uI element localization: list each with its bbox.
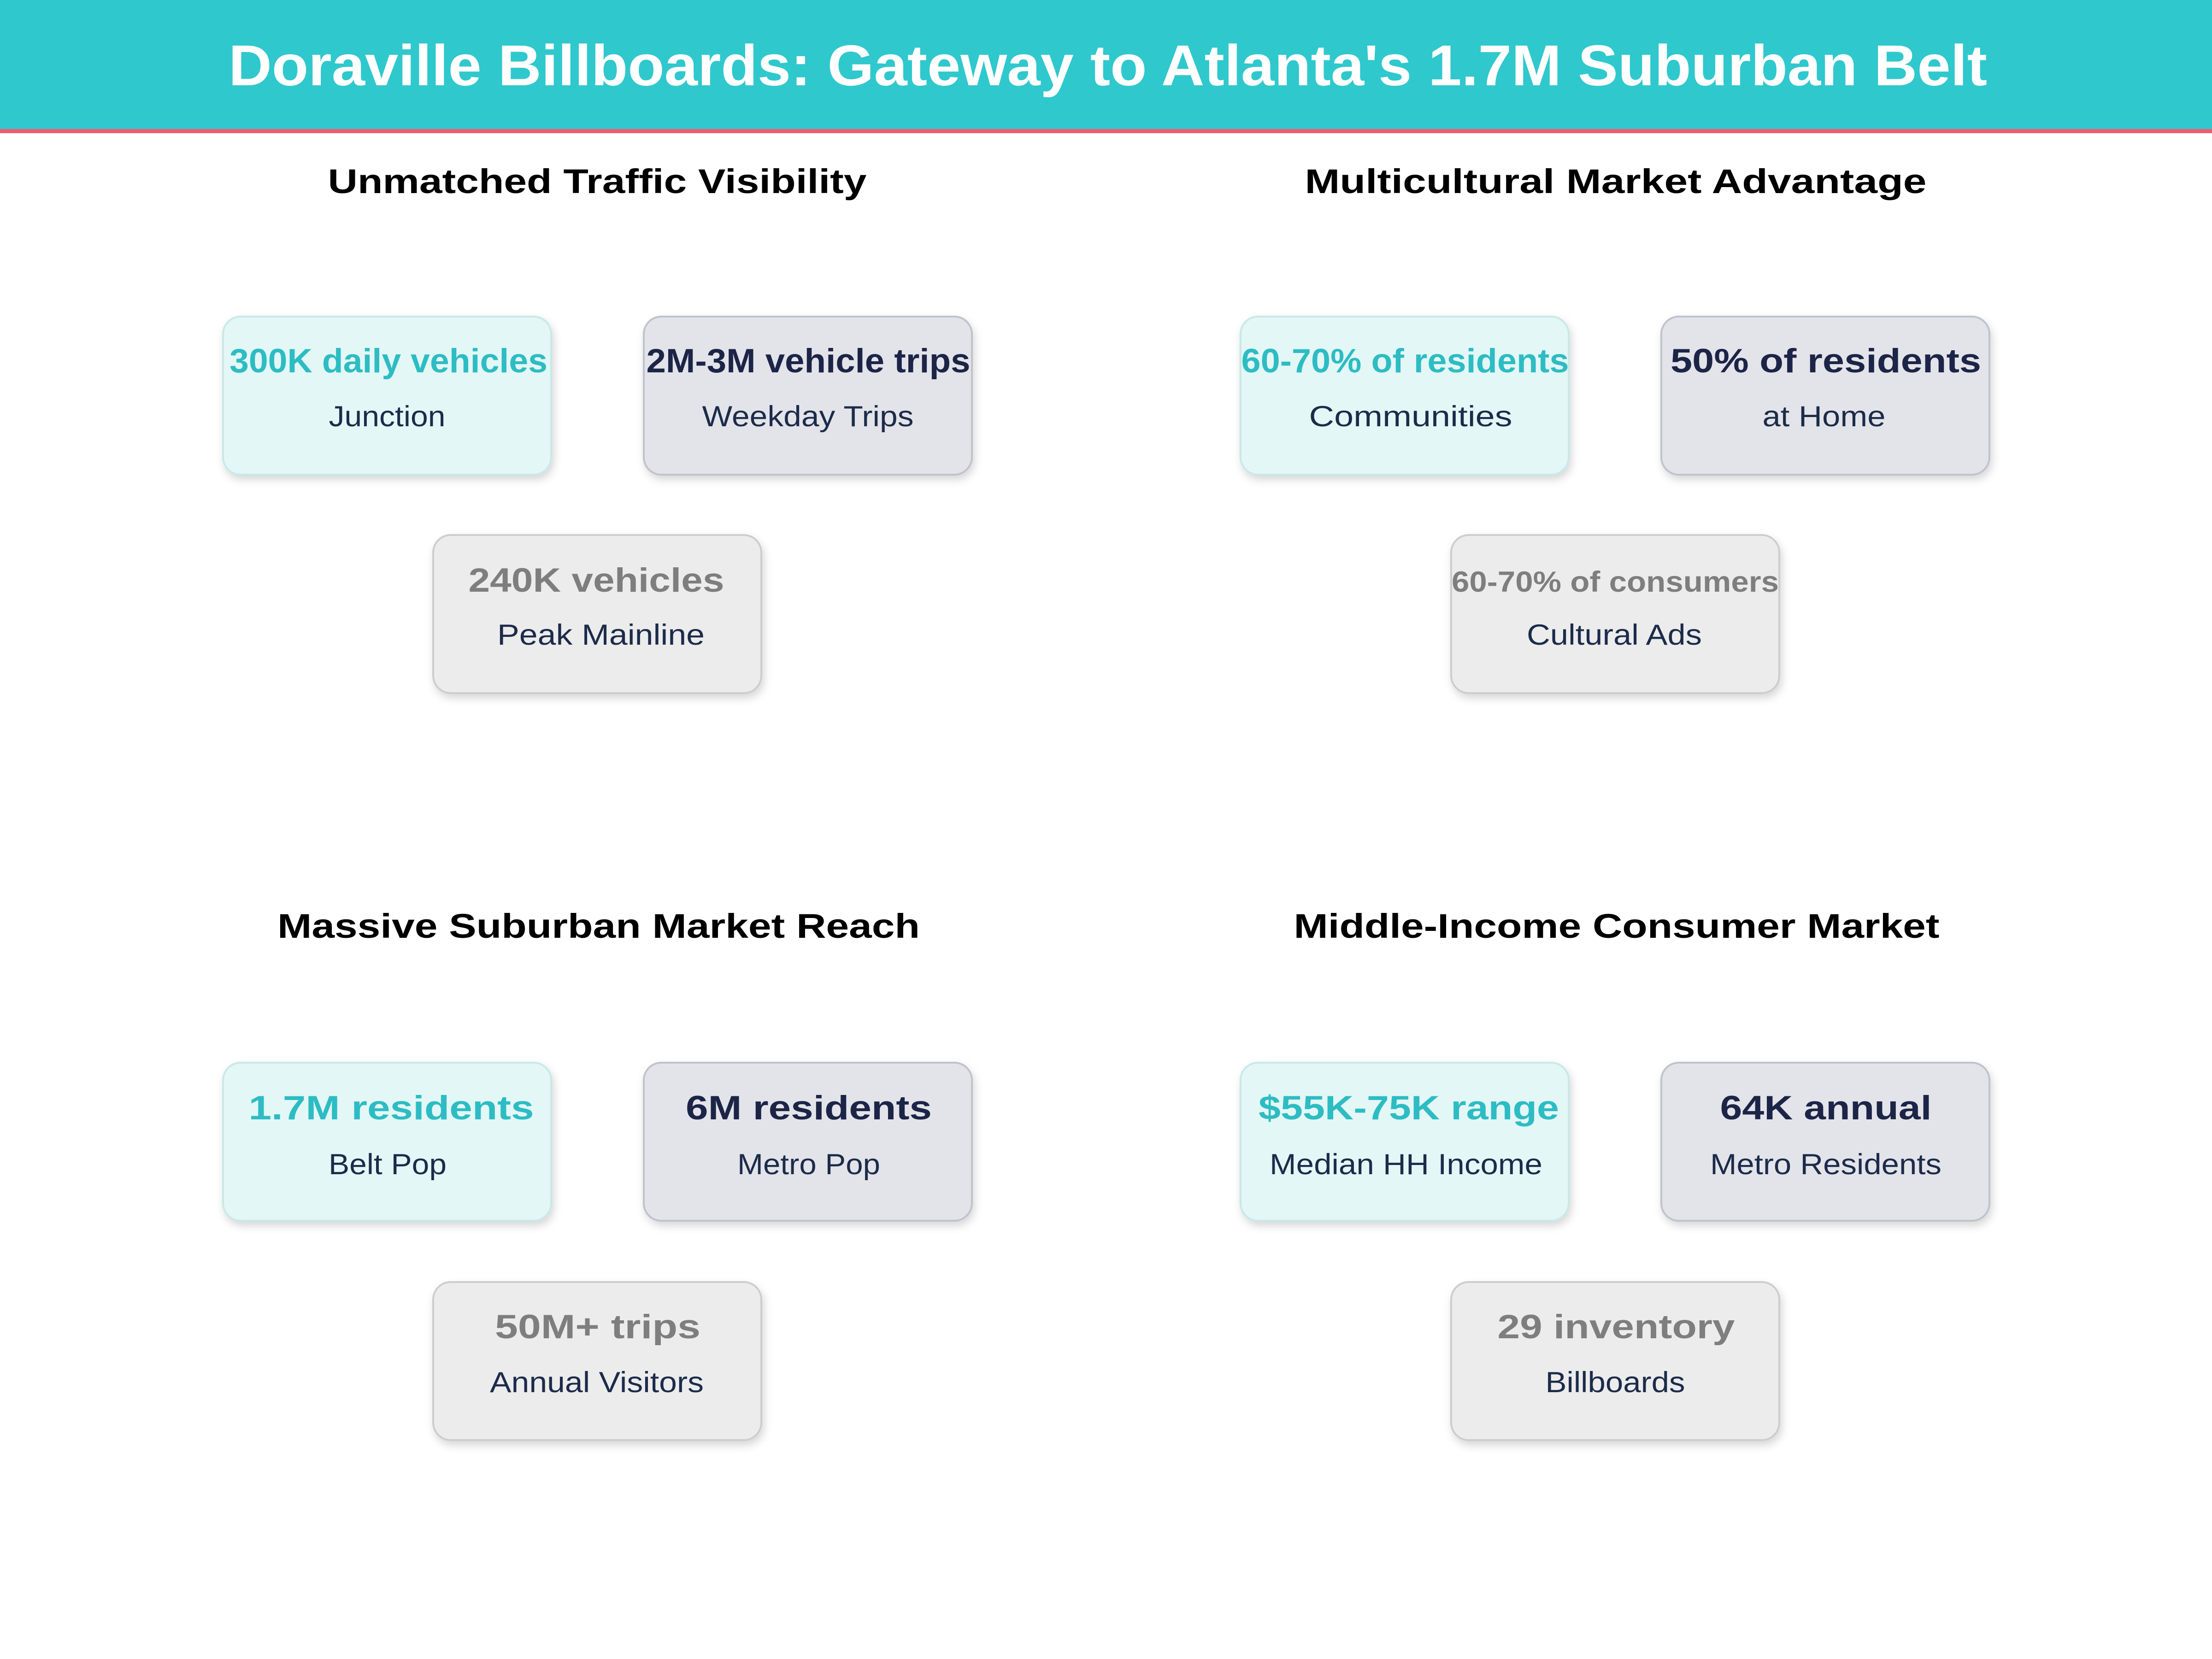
- svg-text:50% of residents: 50% of residents: [1671, 342, 1981, 380]
- svg-text:Billboards: Billboards: [1546, 1366, 1685, 1399]
- svg-text:Massive Suburban Market Reach: Massive Suburban Market Reach: [277, 907, 920, 945]
- svg-text:Peak Mainline: Peak Mainline: [497, 619, 705, 651]
- svg-text:Metro Residents: Metro Residents: [1710, 1148, 1941, 1181]
- svg-text:60-70% of residents: 60-70% of residents: [1241, 342, 1569, 380]
- svg-text:Cultural Ads: Cultural Ads: [1527, 619, 1702, 651]
- svg-text:2M-3M vehicle trips: 2M-3M vehicle trips: [647, 342, 971, 380]
- svg-text:Middle-Income Consumer Market: Middle-Income Consumer Market: [1294, 907, 1940, 945]
- svg-text:at Home: at Home: [1763, 400, 1886, 433]
- svg-text:Belt Pop: Belt Pop: [329, 1148, 447, 1181]
- svg-text:Annual Visitors: Annual Visitors: [490, 1366, 704, 1399]
- svg-text:60-70% of consumers: 60-70% of consumers: [1452, 566, 1779, 598]
- svg-text:Median HH Income: Median HH Income: [1270, 1148, 1542, 1181]
- svg-text:Metro Pop: Metro Pop: [737, 1148, 880, 1181]
- svg-text:1.7M residents: 1.7M residents: [249, 1089, 534, 1127]
- svg-text:29 inventory: 29 inventory: [1498, 1308, 1735, 1346]
- svg-text:Doraville Billboards: Gateway: Doraville Billboards: Gateway to Atlanta…: [229, 34, 1987, 98]
- svg-text:300K daily vehicles: 300K daily vehicles: [229, 342, 547, 380]
- svg-text:$55K-75K range: $55K-75K range: [1259, 1089, 1559, 1127]
- svg-text:Weekday Trips: Weekday Trips: [702, 400, 914, 433]
- svg-text:Unmatched Traffic Visibility: Unmatched Traffic Visibility: [328, 162, 867, 200]
- svg-text:6M residents: 6M residents: [686, 1089, 932, 1127]
- svg-text:Multicultural Market Advantage: Multicultural Market Advantage: [1305, 162, 1927, 200]
- svg-text:Junction: Junction: [329, 400, 446, 433]
- svg-text:50M+ trips: 50M+ trips: [495, 1308, 700, 1346]
- svg-text:Communities: Communities: [1309, 400, 1512, 433]
- svg-text:64K annual: 64K annual: [1720, 1089, 1932, 1127]
- svg-text:240K vehicles: 240K vehicles: [469, 562, 724, 599]
